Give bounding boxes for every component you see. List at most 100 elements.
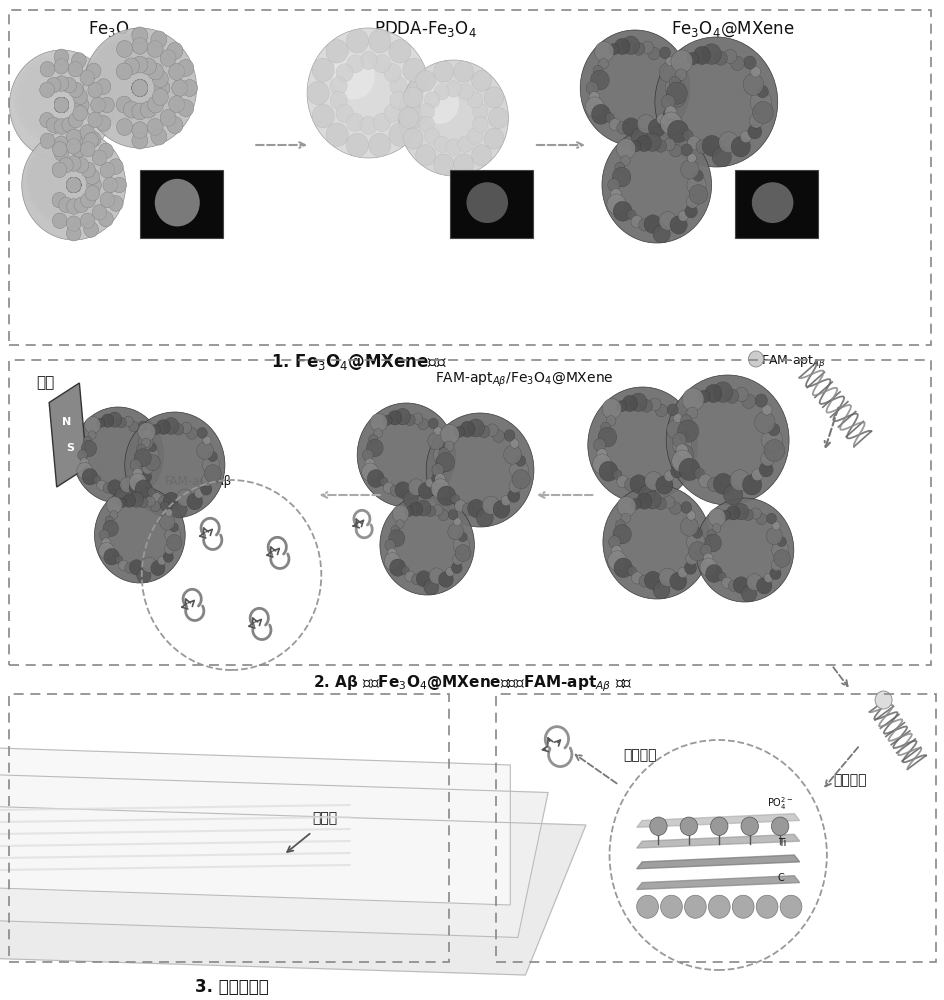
Text: C: C — [777, 873, 784, 883]
Circle shape — [46, 77, 60, 93]
Text: 2. Aβ 脱离Fe$_3$O$_4$@MXene表面与FAM-apt$_{A\beta}$ 结合: 2. Aβ 脱离Fe$_3$O$_4$@MXene表面与FAM-apt$_{A\… — [312, 674, 632, 694]
Circle shape — [75, 157, 89, 173]
Circle shape — [404, 414, 414, 426]
Circle shape — [66, 177, 81, 193]
Circle shape — [203, 436, 211, 445]
Circle shape — [430, 479, 449, 499]
Circle shape — [620, 513, 630, 523]
Circle shape — [93, 150, 107, 165]
Circle shape — [164, 544, 175, 554]
Circle shape — [346, 133, 368, 157]
Circle shape — [596, 448, 607, 460]
Circle shape — [688, 185, 707, 204]
Circle shape — [66, 177, 81, 193]
Circle shape — [54, 97, 69, 113]
Circle shape — [368, 29, 391, 53]
Circle shape — [326, 40, 347, 63]
Circle shape — [147, 63, 163, 80]
Circle shape — [658, 568, 676, 587]
Circle shape — [411, 574, 421, 585]
Circle shape — [483, 87, 503, 108]
Circle shape — [771, 522, 780, 530]
Circle shape — [66, 139, 81, 154]
Circle shape — [73, 407, 163, 503]
Circle shape — [636, 493, 651, 509]
Circle shape — [68, 82, 83, 98]
Circle shape — [395, 408, 410, 425]
Circle shape — [621, 36, 639, 54]
Circle shape — [600, 422, 610, 433]
Circle shape — [17, 58, 95, 141]
Circle shape — [433, 61, 453, 82]
Circle shape — [80, 162, 95, 178]
Circle shape — [66, 199, 81, 214]
Circle shape — [698, 390, 709, 403]
Circle shape — [598, 59, 608, 69]
Circle shape — [96, 116, 110, 131]
Circle shape — [307, 28, 430, 158]
Circle shape — [100, 162, 114, 178]
Circle shape — [462, 503, 473, 515]
Circle shape — [685, 532, 704, 552]
Circle shape — [481, 496, 499, 515]
Circle shape — [144, 455, 160, 471]
Circle shape — [54, 97, 69, 113]
Circle shape — [66, 156, 81, 171]
Circle shape — [54, 146, 69, 161]
Circle shape — [683, 130, 693, 141]
Circle shape — [584, 97, 603, 117]
Circle shape — [748, 351, 763, 367]
Circle shape — [40, 62, 55, 77]
Circle shape — [640, 400, 651, 412]
Circle shape — [132, 132, 147, 149]
Circle shape — [312, 104, 334, 128]
Circle shape — [32, 141, 105, 218]
Circle shape — [684, 205, 697, 218]
Circle shape — [147, 119, 163, 135]
Circle shape — [659, 47, 670, 59]
Circle shape — [84, 222, 98, 237]
Circle shape — [718, 132, 738, 153]
Circle shape — [663, 496, 674, 508]
Circle shape — [141, 101, 156, 118]
Circle shape — [701, 135, 721, 156]
Circle shape — [112, 177, 126, 193]
Circle shape — [120, 477, 134, 492]
Circle shape — [80, 213, 95, 228]
Circle shape — [166, 535, 182, 551]
Circle shape — [770, 559, 782, 571]
Circle shape — [660, 895, 682, 918]
Circle shape — [357, 403, 455, 507]
Circle shape — [763, 573, 772, 583]
Circle shape — [80, 213, 95, 228]
Circle shape — [742, 475, 761, 495]
Circle shape — [613, 524, 631, 544]
Circle shape — [424, 92, 439, 108]
Circle shape — [514, 455, 525, 466]
Text: FAM-apt-Aβ: FAM-apt-Aβ — [164, 476, 232, 488]
Circle shape — [40, 112, 55, 128]
Circle shape — [54, 97, 69, 113]
Circle shape — [80, 125, 94, 140]
Circle shape — [154, 80, 170, 96]
Circle shape — [165, 509, 173, 517]
Polygon shape — [636, 855, 799, 869]
Circle shape — [773, 550, 789, 567]
Circle shape — [604, 113, 614, 123]
Circle shape — [116, 417, 126, 428]
Circle shape — [94, 40, 174, 124]
Circle shape — [649, 817, 666, 835]
Circle shape — [750, 91, 770, 113]
Circle shape — [66, 177, 81, 193]
Circle shape — [425, 478, 434, 488]
Circle shape — [66, 177, 81, 193]
Circle shape — [46, 117, 60, 133]
Circle shape — [169, 96, 184, 113]
Circle shape — [132, 80, 147, 96]
Circle shape — [592, 454, 611, 474]
Circle shape — [132, 80, 147, 96]
Circle shape — [616, 122, 628, 134]
Circle shape — [96, 79, 110, 94]
Circle shape — [402, 58, 425, 82]
Circle shape — [364, 458, 374, 468]
